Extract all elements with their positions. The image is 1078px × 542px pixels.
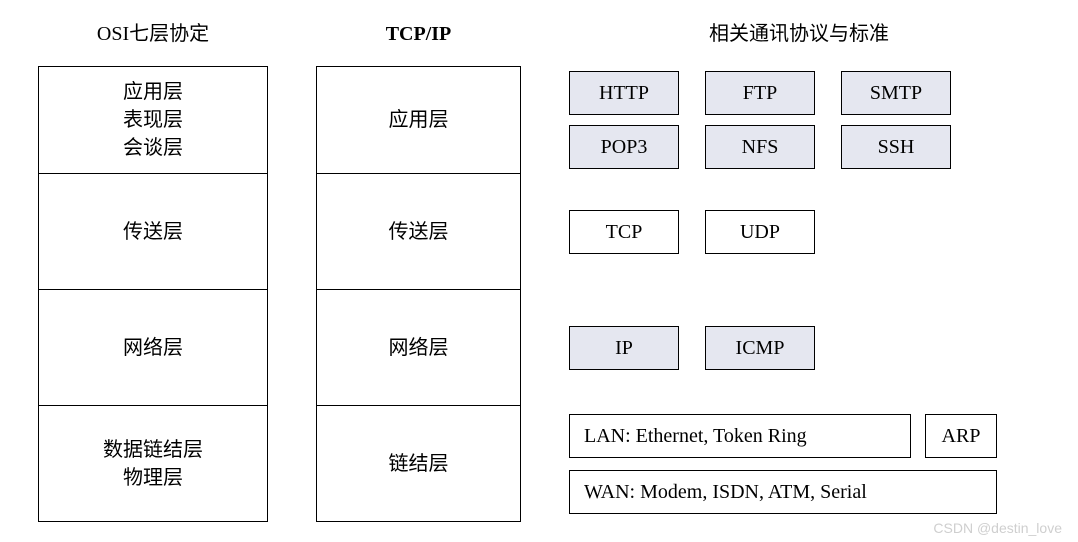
proto-ftp: FTP — [705, 71, 815, 115]
proto-pop3: POP3 — [569, 125, 679, 169]
proto-row-app: HTTP FTP SMTP POP3 NFS SSH — [569, 66, 1029, 174]
osi-layer-line: 物理层 — [123, 464, 183, 492]
protocols-column: 相关通讯协议与标准 HTTP FTP SMTP POP3 NFS SSH TCP… — [569, 20, 1029, 522]
proto-ip: IP — [569, 326, 679, 370]
tcpip-column: TCP/IP 应用层 传送层 网络层 链结层 — [316, 20, 521, 522]
diagram-container: OSI七层协定 应用层 表现层 会谈层 传送层 网络层 数据链结层 物理层 TC… — [0, 0, 1078, 542]
osi-layer-network: 网络层 — [38, 290, 268, 406]
proto-row-transport: TCP UDP — [569, 174, 1029, 290]
osi-layer-link: 数据链结层 物理层 — [38, 406, 268, 522]
proto-lan: LAN: Ethernet, Token Ring — [569, 414, 911, 458]
proto-http: HTTP — [569, 71, 679, 115]
proto-grid-transport: TCP UDP — [569, 210, 1029, 254]
proto-grid-app2: POP3 NFS SSH — [569, 125, 1029, 169]
link-row-2: WAN: Modem, ISDN, ATM, Serial — [569, 470, 1029, 514]
tcpip-layer-network: 网络层 — [316, 290, 521, 406]
osi-layer-line: 应用层 — [123, 78, 183, 106]
tcpip-layer-transport: 传送层 — [316, 174, 521, 290]
osi-layer-line: 数据链结层 — [103, 436, 203, 464]
proto-arp: ARP — [925, 414, 997, 458]
protocols-title: 相关通讯协议与标准 — [569, 20, 1029, 48]
proto-tcp: TCP — [569, 210, 679, 254]
tcpip-layer-line: 传送层 — [389, 218, 449, 246]
osi-stack: 应用层 表现层 会谈层 传送层 网络层 数据链结层 物理层 — [38, 66, 268, 522]
watermark: CSDN @destin_love — [933, 520, 1062, 536]
tcpip-layer-link: 链结层 — [316, 406, 521, 522]
osi-layer-line: 传送层 — [123, 218, 183, 246]
proto-wan: WAN: Modem, ISDN, ATM, Serial — [569, 470, 997, 514]
osi-layer-app: 应用层 表现层 会谈层 — [38, 66, 268, 174]
osi-layer-line: 会谈层 — [123, 134, 183, 162]
proto-icmp: ICMP — [705, 326, 815, 370]
link-row-1: LAN: Ethernet, Token Ring ARP — [569, 414, 1029, 458]
tcpip-layer-line: 应用层 — [389, 106, 449, 134]
proto-udp: UDP — [705, 210, 815, 254]
osi-layer-line: 网络层 — [123, 334, 183, 362]
proto-smtp: SMTP — [841, 71, 951, 115]
proto-ssh: SSH — [841, 125, 951, 169]
tcpip-layer-line: 链结层 — [389, 450, 449, 478]
proto-grid-app1: HTTP FTP SMTP — [569, 71, 1029, 115]
osi-layer-line: 表现层 — [123, 106, 183, 134]
tcpip-layer-line: 网络层 — [389, 334, 449, 362]
proto-nfs: NFS — [705, 125, 815, 169]
proto-row-link: LAN: Ethernet, Token Ring ARP WAN: Modem… — [569, 406, 1029, 522]
proto-row-network: IP ICMP — [569, 290, 1029, 406]
tcpip-layer-app: 应用层 — [316, 66, 521, 174]
osi-column: OSI七层协定 应用层 表现层 会谈层 传送层 网络层 数据链结层 物理层 — [38, 20, 268, 522]
osi-title: OSI七层协定 — [38, 20, 268, 48]
proto-grid-network: IP ICMP — [569, 326, 1029, 370]
tcpip-stack: 应用层 传送层 网络层 链结层 — [316, 66, 521, 522]
osi-layer-transport: 传送层 — [38, 174, 268, 290]
tcpip-title: TCP/IP — [316, 20, 521, 48]
